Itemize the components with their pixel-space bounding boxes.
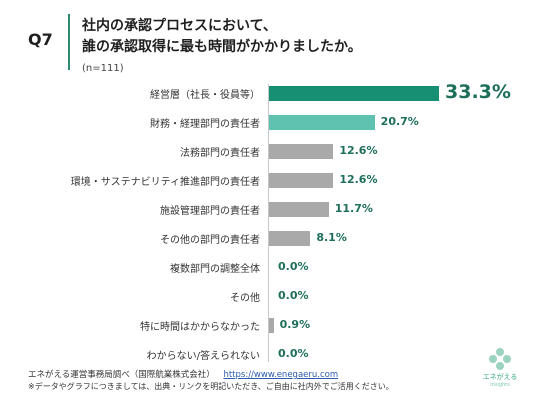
title-accent-bar <box>68 14 70 70</box>
category-label: わからない/答えられない <box>146 351 260 362</box>
value-label: 0.0% <box>278 260 309 274</box>
logo-sub-text: insights <box>490 382 510 388</box>
value-label: 12.6% <box>339 144 378 158</box>
value-label: 8.1% <box>316 231 347 245</box>
category-label: その他 <box>230 293 260 304</box>
logo-mark-icon <box>489 348 511 370</box>
category-label: 財務・経理部門の責任者 <box>150 119 260 130</box>
category-label: 複数部門の調整全体 <box>170 264 260 275</box>
brand-logo: エネがえる insights <box>478 348 522 394</box>
question-title-line-1: 社内の承認プロセスにおいて、 <box>82 18 277 34</box>
bar <box>269 114 375 130</box>
value-label: 0.9% <box>279 318 311 332</box>
source-text: エネがえる運営事務局調べ（国際航業株式会社） <box>28 370 215 380</box>
bar <box>269 230 311 246</box>
category-label: 特に時間はかからなかった <box>140 322 260 333</box>
category-label: 経営層（社長・役員等） <box>150 90 260 101</box>
category-label: 施設管理部門の責任者 <box>160 206 260 217</box>
value-label: 0.0% <box>278 289 309 303</box>
question-number: Q7 <box>28 30 53 49</box>
question-title-line-2: 誰の承認取得に最も時間がかかりましたか。 <box>82 39 362 55</box>
logo-brand-text: エネがえる <box>482 373 518 381</box>
bar <box>269 317 274 333</box>
chart-axis <box>268 84 269 362</box>
category-label: その他の部門の責任者 <box>160 235 260 246</box>
footer-source: エネがえる運営事務局調べ（国際航業株式会社） https://www.enega… <box>28 368 338 380</box>
bar <box>269 172 334 188</box>
question-title: 社内の承認プロセスにおいて、 誰の承認取得に最も時間がかかりましたか。 <box>82 16 362 58</box>
value-label: 33.3% <box>445 81 511 104</box>
category-label: 環境・サステナビリティ推進部門の責任者 <box>70 177 260 188</box>
bar <box>269 201 329 217</box>
footer-note: ※データやグラフにつきましては、出典・リンクを明記いただき、ご自由に社内外でご活… <box>28 382 394 391</box>
category-label: 法務部門の責任者 <box>180 148 260 159</box>
sample-size: (n=111) <box>82 63 124 74</box>
bar <box>269 85 439 101</box>
value-label: 11.7% <box>334 202 373 216</box>
bar <box>269 143 334 159</box>
source-link[interactable]: https://www.enegaeru.com <box>223 370 339 380</box>
value-label: 0.0% <box>278 347 309 361</box>
value-label: 20.7% <box>380 115 419 129</box>
value-label: 12.6% <box>339 173 378 187</box>
